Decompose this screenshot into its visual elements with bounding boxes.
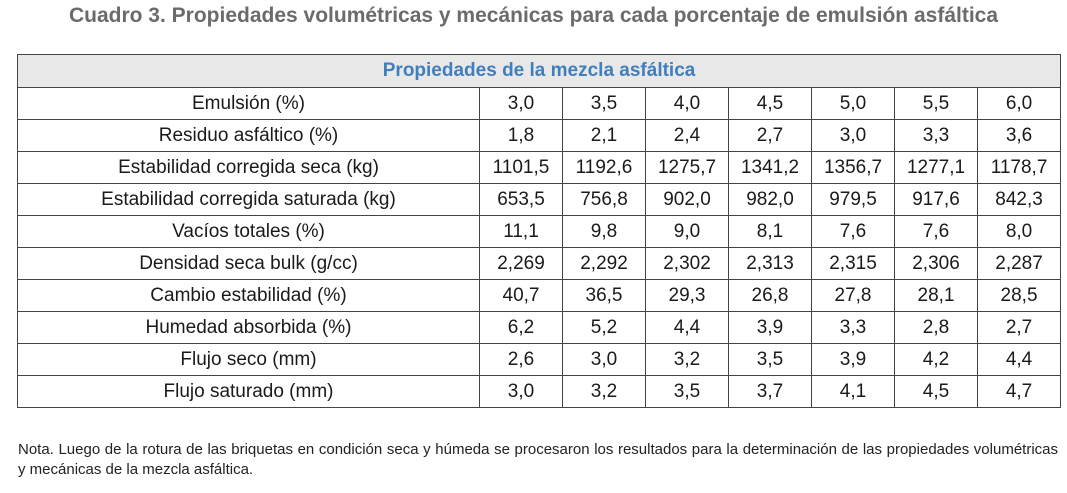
table-cell: 1356,7	[811, 151, 895, 184]
row-label: Cambio estabilidad (%)	[17, 279, 480, 312]
table-row: Cambio estabilidad (%) 40,7 36,5 29,3 26,8 27…	[17, 279, 1062, 312]
table-cell: 3,5	[728, 343, 812, 376]
table-cell: 9,8	[562, 215, 646, 248]
table-cell: 653,5	[479, 183, 563, 216]
table-cell: 28,1	[894, 279, 978, 312]
table-cell: 3,3	[811, 311, 895, 344]
table-title: Cuadro 3. Propiedades volumétricas y mec…	[68, 4, 999, 27]
table-row: Humedad absorbida (%) 6,2 5,2 4,4 3,9 3,3 2,8 2…	[17, 311, 1062, 344]
row-label: Emulsión (%)	[17, 87, 480, 120]
table-cell: 979,5	[811, 183, 895, 216]
properties-table: Propiedades de la mezcla asfáltica Emuls…	[16, 54, 1062, 408]
table-cell: 3,0	[562, 343, 646, 376]
row-label: Humedad absorbida (%)	[17, 311, 480, 344]
table-cell: 2,1	[562, 119, 646, 152]
table-cell: 4,2	[894, 343, 978, 376]
row-label: Flujo seco (mm)	[17, 343, 480, 376]
table-header-row: Propiedades de la mezcla asfáltica	[16, 54, 1062, 88]
table-cell: 9,0	[645, 215, 729, 248]
table-cell: 1178,7	[976, 151, 1062, 184]
table-cell: 1341,2	[728, 151, 812, 184]
table-cell: 842,3	[976, 183, 1062, 216]
table-cell: 4,1	[811, 375, 895, 408]
table-cell: 2,315	[811, 247, 895, 280]
table-cell: 5,2	[562, 311, 646, 344]
table-row: Densidad seca bulk (g/cc) 2,269 2,292 2,302…	[17, 247, 1062, 280]
table-cell: 26,8	[728, 279, 812, 312]
table-cell: 29,3	[645, 279, 729, 312]
table-cell: 6,0	[976, 87, 1062, 120]
table-cell: 36,5	[562, 279, 646, 312]
table-cell: 1192,6	[562, 151, 646, 184]
table-cell: 3,6	[976, 119, 1062, 152]
row-label: Flujo saturado (mm)	[17, 375, 480, 408]
table-cell: 11,1	[479, 215, 563, 248]
table-cell: 1275,7	[645, 151, 729, 184]
table-cell: 902,0	[645, 183, 729, 216]
table-cell: 2,287	[976, 247, 1062, 280]
table-cell: 2,7	[728, 119, 812, 152]
table-cell: 1277,1	[894, 151, 978, 184]
table-cell: 4,5	[894, 375, 978, 408]
table-cell: 5,5	[894, 87, 978, 120]
section-header: Propiedades de la mezcla asfáltica	[16, 54, 1062, 88]
table-cell: 2,4	[645, 119, 729, 152]
table-cell: 2,7	[976, 311, 1062, 344]
table-cell: 2,313	[728, 247, 812, 280]
row-label: Estabilidad corregida seca (kg)	[17, 151, 480, 184]
row-label: Densidad seca bulk (g/cc)	[17, 247, 480, 280]
table-cell: 982,0	[728, 183, 812, 216]
table-cell: 756,8	[562, 183, 646, 216]
table-cell: 3,2	[645, 343, 729, 376]
table-cell: 3,3	[894, 119, 978, 152]
table-cell: 28,5	[976, 279, 1062, 312]
table-cell: 4,4	[645, 311, 729, 344]
table-cell: 917,6	[894, 183, 978, 216]
table-cell: 40,7	[479, 279, 563, 312]
table-cell: 4,0	[645, 87, 729, 120]
table-row: Vacíos totales (%) 11,1 9,8 9,0 8,1 7,6 7,6 8,0	[17, 215, 1062, 248]
row-label: Estabilidad corregida saturada (kg)	[17, 183, 480, 216]
table-row: Emulsión (%) 3,0 3,5 4,0 4,5 5,0 5,5 6,0	[17, 87, 1062, 120]
table-cell: 1,8	[479, 119, 563, 152]
table-note: Nota. Luego de la rotura de las briqueta…	[18, 441, 1058, 478]
table-cell: 27,8	[811, 279, 895, 312]
table-row: Flujo seco (mm) 2,6 3,0 3,2 3,5 3,9 4,2 4,4	[17, 343, 1062, 376]
table-body: Emulsión (%) 3,0 3,5 4,0 4,5 5,0 5,5 6,0 Residuo…	[17, 87, 1062, 408]
table-cell: 7,6	[894, 215, 978, 248]
table-cell: 3,7	[728, 375, 812, 408]
row-label: Residuo asfáltico (%)	[17, 119, 480, 152]
table-cell: 3,5	[645, 375, 729, 408]
table-cell: 4,7	[976, 375, 1062, 408]
properties-table-container: Propiedades de la mezcla asfáltica Emuls…	[16, 54, 1062, 408]
table-cell: 3,0	[479, 87, 563, 120]
table-cell: 2,302	[645, 247, 729, 280]
table-cell: 7,6	[811, 215, 895, 248]
table-cell: 2,269	[479, 247, 563, 280]
table-row: Flujo saturado (mm) 3,0 3,2 3,5 3,7 4,1 4,5 4,7	[17, 375, 1062, 408]
table-cell: 4,5	[728, 87, 812, 120]
table-row: Estabilidad corregida seca (kg) 1101,5 119…	[17, 151, 1062, 184]
table-cell: 2,306	[894, 247, 978, 280]
table-cell: 8,1	[728, 215, 812, 248]
table-cell: 3,5	[562, 87, 646, 120]
table-row: Residuo asfáltico (%) 1,8 2,1 2,4 2,7 3,0 3,3 3…	[17, 119, 1062, 152]
table-cell: 2,8	[894, 311, 978, 344]
table-cell: 8,0	[976, 215, 1062, 248]
table-row: Estabilidad corregida saturada (kg) 653,5…	[17, 183, 1062, 216]
table-cell: 3,2	[562, 375, 646, 408]
table-cell: 2,292	[562, 247, 646, 280]
table-cell: 3,9	[811, 343, 895, 376]
table-cell: 1101,5	[479, 151, 563, 184]
row-label: Vacíos totales (%)	[17, 215, 480, 248]
table-cell: 2,6	[479, 343, 563, 376]
table-cell: 3,9	[728, 311, 812, 344]
table-cell: 5,0	[811, 87, 895, 120]
table-cell: 3,0	[479, 375, 563, 408]
table-cell: 4,4	[976, 343, 1062, 376]
table-cell: 3,0	[811, 119, 895, 152]
table-cell: 6,2	[479, 311, 563, 344]
